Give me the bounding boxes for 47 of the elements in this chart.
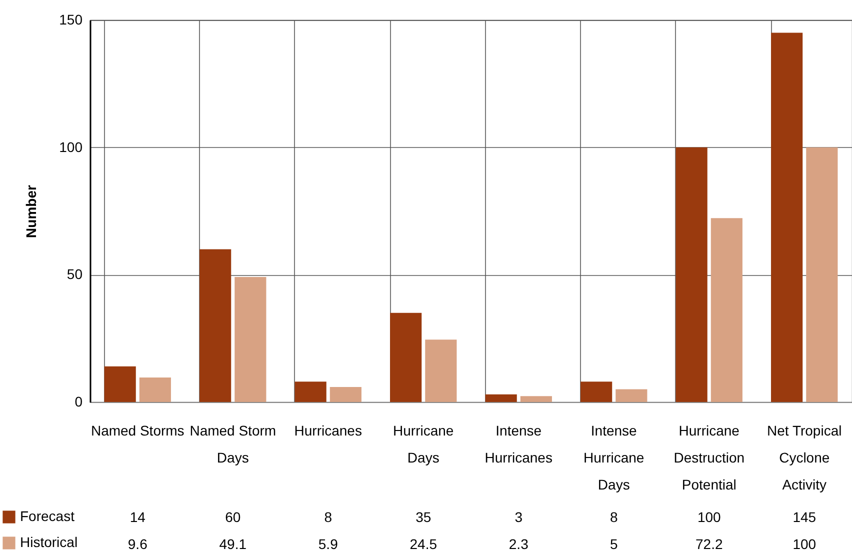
data-label: 3	[514, 509, 523, 525]
bar	[580, 382, 612, 402]
data-label: 49.1	[219, 536, 247, 552]
x-tick-label: Intense Hurricanes	[484, 422, 552, 466]
data-label: 2.3	[508, 536, 529, 552]
data-label: 35	[416, 509, 432, 525]
bar	[676, 147, 708, 402]
data-label: 14	[130, 509, 146, 525]
bar	[294, 382, 326, 402]
data-label: 5.9	[318, 536, 338, 552]
data-label: 8	[324, 509, 332, 525]
bar	[234, 276, 266, 402]
bar	[390, 312, 422, 402]
y-tick-label: 50	[66, 266, 83, 282]
bar	[330, 386, 362, 402]
bar	[200, 249, 232, 402]
x-tick-label: Intense Hurricane Days	[584, 422, 644, 492]
bar	[139, 378, 171, 402]
data-label: 5	[610, 536, 618, 552]
y-axis-title: Number	[23, 184, 40, 238]
data-label: 60	[225, 509, 241, 525]
data-label: 8	[610, 509, 618, 525]
x-tick-label: Hurricanes	[294, 422, 362, 438]
legend-label: Forecast	[20, 508, 75, 524]
legend-label: Historical	[20, 534, 78, 550]
x-tick-label: Net Tropical Cyclone Activity	[767, 422, 842, 492]
data-label: 100	[792, 536, 816, 552]
bar	[104, 366, 136, 402]
x-tick-label: Hurricane Days	[393, 422, 454, 466]
y-tick-label: 150	[59, 12, 83, 28]
bar	[806, 147, 838, 402]
x-tick-label: Hurricane Destruction Potential	[674, 422, 745, 492]
bar	[771, 32, 803, 402]
data-label: 9.6	[128, 536, 148, 552]
bar	[520, 396, 552, 402]
bar	[485, 394, 517, 402]
x-tick-label: Named Storms	[90, 422, 184, 438]
y-tick-label: 100	[59, 138, 83, 155]
y-tick-label: 0	[74, 394, 83, 410]
data-label: 145	[792, 509, 816, 525]
data-label: 24.5	[410, 536, 438, 552]
bar	[425, 340, 457, 402]
data-label: 100	[697, 509, 722, 525]
bar	[710, 218, 742, 402]
data-label: 72.2	[696, 536, 723, 552]
bar	[616, 389, 648, 402]
x-tick-label: Named Storm Days	[190, 422, 276, 466]
